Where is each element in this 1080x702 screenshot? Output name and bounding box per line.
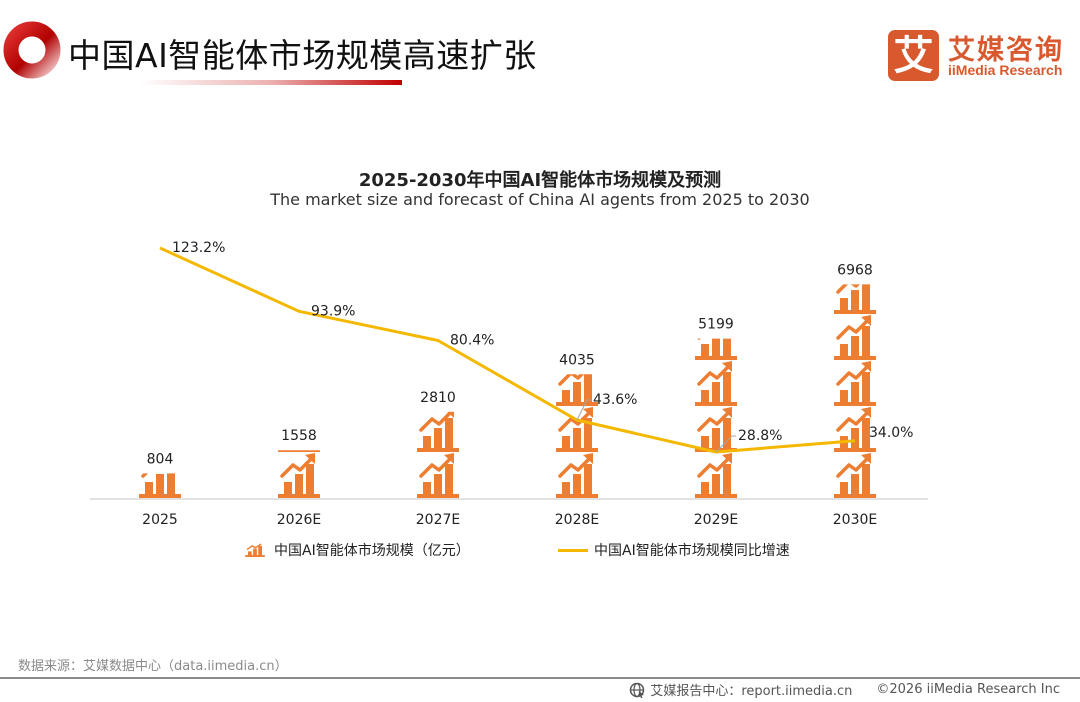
growth-rate-label: 80.4% [450,332,494,348]
copyright: ©2026 iiMedia Research Inc [876,682,1060,697]
header-ring-icon [3,21,61,79]
line-swatch-icon [558,548,588,552]
pictograph-unit [834,314,876,360]
growth-rate-label: 28.8% [738,428,782,444]
bar-value-label: 1558 [281,428,317,444]
pictograph-unit [834,452,876,498]
x-tick-label: 2029E [694,512,738,528]
bar-value-label: 804 [147,451,174,467]
iimedia-logo: 艾 艾媒咨询 iiMedia Research [888,30,1068,82]
legend-label-market-size: 中国AI智能体市场规模（亿元） [274,543,470,559]
pictograph-unit [417,411,459,452]
growth-rate-label: 123.2% [172,240,225,256]
x-tick-label: 2026E [277,512,321,528]
pictograph-unit [695,452,737,498]
growth-rate-label: 34.0% [869,425,913,441]
bar-2027E [417,411,459,498]
bar-value-label: 6968 [837,262,873,278]
bar-value-label: 5199 [698,317,734,333]
logo-english-name: iiMedia Research [948,62,1063,78]
legend-label-growth-rate: 中国AI智能体市场规模同比增速 [594,543,790,559]
logo-chinese-name: 艾媒咨询 [948,35,1064,66]
bar-2030E [834,284,876,498]
bar-value-label: 4035 [559,352,595,368]
chart-legend: 中国AI智能体市场规模（亿元） 中国AI智能体市场规模同比增速 [0,540,1080,562]
report-center-link[interactable]: 艾媒报告中心：report.iimedia.cn [650,684,853,699]
legend-item-market-size[interactable]: 中国AI智能体市场规模（亿元） [244,540,470,560]
pictograph-unit [695,406,737,452]
bar-2028E [556,374,598,498]
x-tick-label: 2027E [416,512,460,528]
legend-item-growth-rate[interactable]: 中国AI智能体市场规模同比增速 [558,540,790,560]
x-tick-label: 2028E [555,512,599,528]
bar-2026E [278,450,320,498]
label-leader-line [576,399,591,421]
title-underline [140,80,402,85]
x-tick-label: 2025 [142,512,178,528]
page-title: 中国AI智能体市场规模高速扩张 [68,36,537,75]
pictograph-unit [417,452,459,498]
bar-2029E [695,338,737,498]
logo-mark: 艾 [888,30,939,81]
pictograph-unit [556,452,598,498]
growth-rate-line [159,246,856,454]
pictograph-unit [556,406,598,452]
chart-title: 2025-2030年中国AI智能体市场规模及预测 [358,170,722,191]
x-tick-label: 2030E [833,512,877,528]
globe-icon [630,682,645,698]
label-leader-line [715,435,736,453]
chart-subtitle: The market size and forecast of China AI… [270,190,810,209]
pictograph-unit [834,360,876,406]
pictograph-unit [278,452,320,498]
data-source-note: 数据来源：艾媒数据中心（data.iimedia.cn） [18,659,288,674]
footer-divider [0,677,1080,679]
pictograph-unit [695,360,737,406]
bar-chart-icon [245,543,265,557]
growth-rate-label: 43.6% [593,392,637,408]
bar-value-label: 2810 [420,390,456,406]
growth-rate-label: 93.9% [311,303,355,319]
footer: 艾媒报告中心：report.iimedia.cn ©2026 iiMedia R… [629,680,1060,699]
